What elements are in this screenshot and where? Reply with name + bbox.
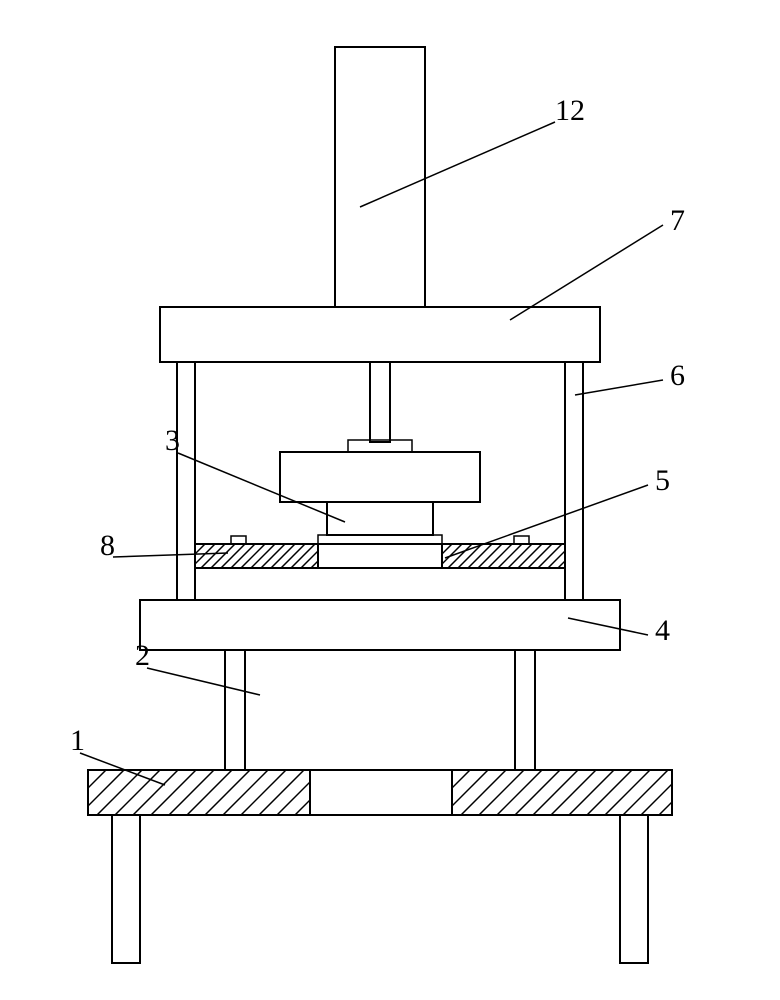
- label-12: 12: [555, 94, 585, 127]
- label-8: 8: [100, 529, 115, 562]
- label-2: 2: [135, 639, 150, 672]
- label-6: 6: [670, 359, 685, 392]
- label-5: 5: [655, 464, 670, 497]
- label-1: 1: [70, 724, 85, 757]
- label-3: 3: [165, 424, 180, 457]
- label-4: 4: [655, 614, 670, 647]
- label-7: 7: [670, 204, 685, 237]
